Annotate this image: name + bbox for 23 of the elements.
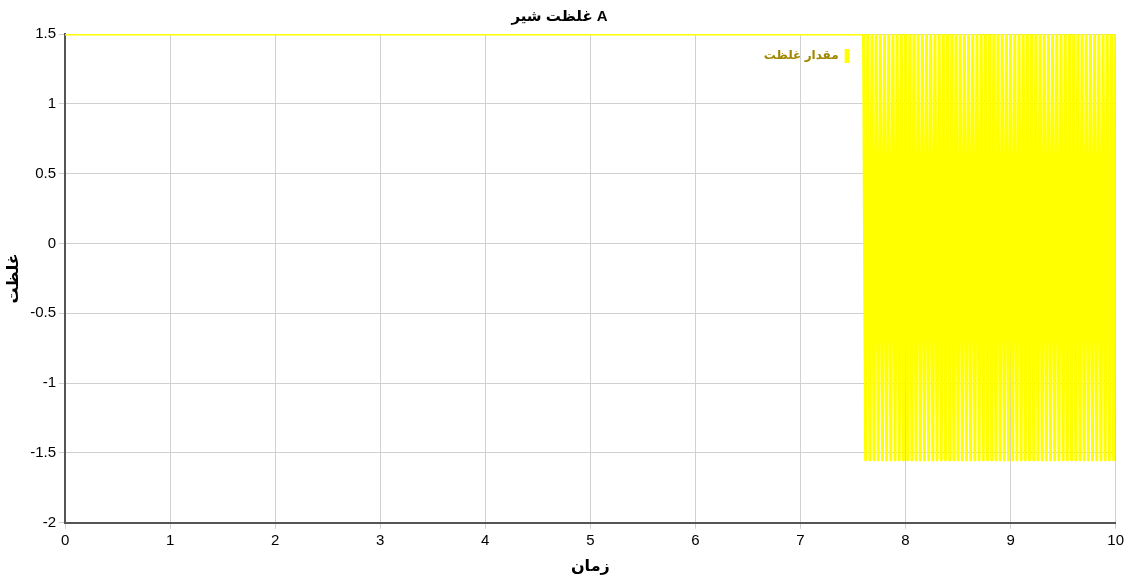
y-tick-label: 1.5 <box>35 24 57 42</box>
x-tick-label: 2 <box>271 530 280 548</box>
y-tick-label: -1.5 <box>30 443 57 461</box>
x-tick-label: 3 <box>376 530 385 548</box>
x-tick-label: 0 <box>60 530 70 548</box>
x-tick-label: 1 <box>165 530 175 548</box>
x-tick-label: 5 <box>586 530 595 548</box>
y-tick-label: 1 <box>47 93 57 111</box>
y-tick-label: -1 <box>42 373 57 391</box>
x-tick-label: 6 <box>691 530 700 548</box>
y-tick-label: -2 <box>42 512 57 530</box>
y-tick-label: 0.5 <box>35 163 57 181</box>
x-tick-label: 8 <box>901 530 910 548</box>
x-axis-title: زمان <box>570 556 610 575</box>
y-tick-label: 0 <box>47 233 57 251</box>
chart-title: غلظت شیر A <box>510 7 608 26</box>
x-tick-label: 9 <box>1006 530 1015 548</box>
x-tick-label: 10 <box>1107 530 1124 548</box>
y-axis-title: غلظت <box>4 253 22 304</box>
x-tick-label: 7 <box>796 530 805 548</box>
x-tick-label: 4 <box>481 530 490 548</box>
y-tick-label: -0.5 <box>30 303 57 321</box>
legend-label: مقدار غلظت <box>763 48 839 63</box>
